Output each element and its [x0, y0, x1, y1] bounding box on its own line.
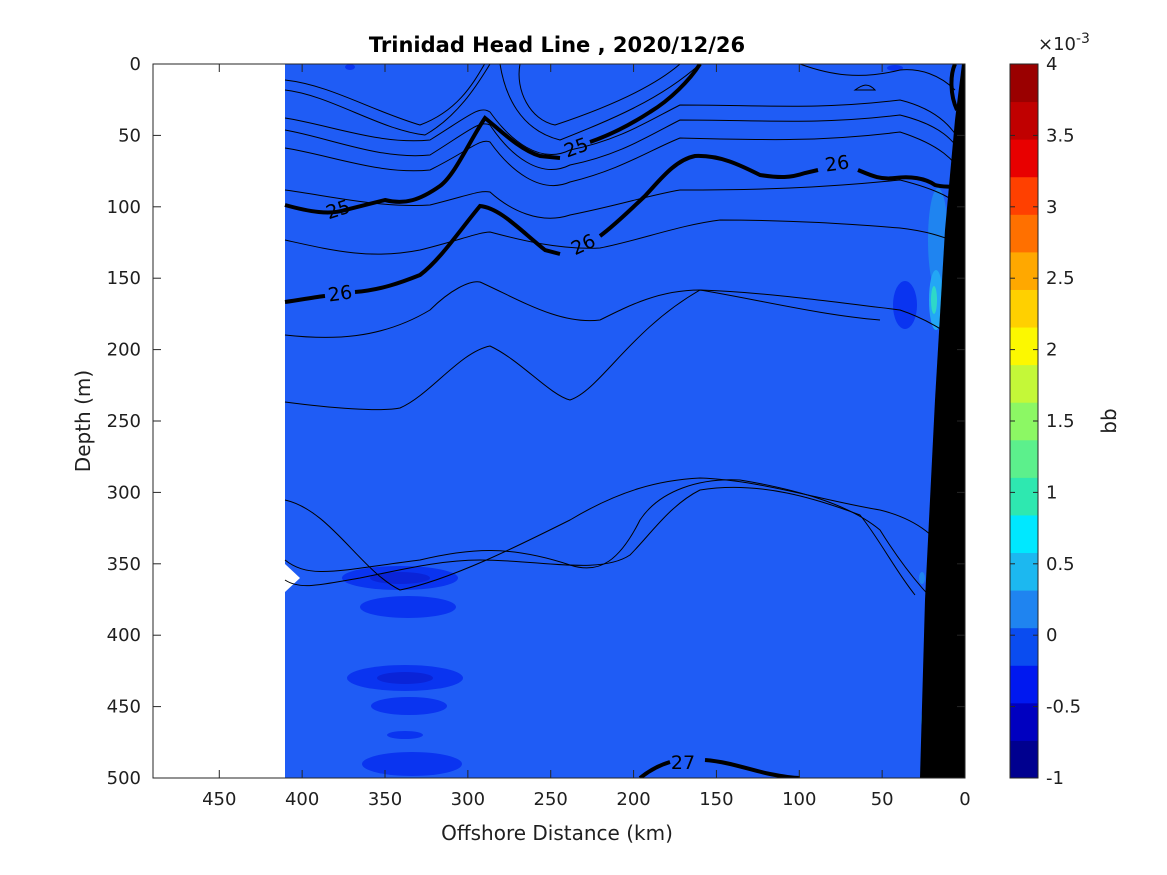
y-tick-label: 0 [130, 54, 141, 75]
bottom-mask [920, 64, 965, 778]
colorbar-tick-label: 3 [1046, 197, 1057, 218]
colorbar-segment [1010, 64, 1038, 103]
contour-26 [284, 153, 965, 304]
data-edge-notch [285, 564, 300, 592]
x-axis-ticks: 450 400 350 300 250 200 150 100 50 0 [202, 64, 971, 810]
colorbar-label: bb [1097, 408, 1121, 433]
colorbar-tick-label: 0 [1046, 625, 1057, 646]
colorbar-tick-label: 4 [1046, 54, 1057, 75]
data-field [285, 64, 965, 778]
colorbar-tick-label: 1 [1046, 482, 1057, 503]
contour-label: 27 [671, 752, 695, 774]
colorbar-segment [1010, 552, 1038, 591]
colorbar-tick-label: -1 [1046, 768, 1064, 789]
colorbar-segment [1010, 364, 1038, 403]
y-axis-label: Depth (m) [71, 370, 95, 472]
colorbar-tick-label: 0.5 [1046, 554, 1075, 575]
x-tick-label: 100 [782, 789, 816, 810]
colorbar-segment [1010, 139, 1038, 178]
colorbar-segment [1010, 627, 1038, 666]
low-value-patches [342, 64, 917, 776]
y-axis-ticks: 0 50 100 150 200 250 300 350 400 450 500 [107, 54, 965, 789]
x-tick-label: 250 [534, 789, 568, 810]
colorbar-tick-label: 1.5 [1046, 411, 1075, 432]
bold-contours [284, 64, 965, 778]
contour-label: 26 [327, 281, 354, 306]
thin-contours [284, 64, 965, 621]
colorbar-segment [1010, 176, 1038, 215]
x-axis-label: Offshore Distance (km) [441, 821, 673, 845]
y-tick-label: 50 [118, 125, 141, 146]
y-tick-label: 300 [107, 482, 141, 503]
colorbar [1009, 63, 1039, 779]
colorbar-ticks: 4 3.5 3 2.5 2 1.5 1 0.5 0 -0.5 -1 [1010, 54, 1081, 789]
colorbar-segment [1010, 327, 1038, 366]
colorbar-tick-label: 2.5 [1046, 268, 1075, 289]
colorbar-segment [1010, 740, 1038, 779]
x-tick-label: 200 [616, 789, 650, 810]
colorbar-exponent: ×10-3 [1038, 31, 1090, 55]
colorbar-segment [1010, 439, 1038, 478]
colorbar-tick-label: -0.5 [1046, 697, 1081, 718]
colorbar-tick-label: 3.5 [1046, 125, 1075, 146]
y-tick-label: 150 [107, 268, 141, 289]
y-tick-label: 250 [107, 411, 141, 432]
y-tick-label: 100 [107, 197, 141, 218]
x-tick-label: 50 [871, 789, 894, 810]
contour-25 [284, 64, 702, 215]
colorbar-segment [1010, 590, 1038, 629]
colorbar-segment [1010, 251, 1038, 290]
colorbar-segment [1010, 214, 1038, 253]
y-tick-label: 350 [107, 554, 141, 575]
colorbar-tick-label: 2 [1046, 340, 1057, 361]
y-tick-label: 500 [107, 768, 141, 789]
x-tick-label: 400 [285, 789, 319, 810]
colorbar-segment [1010, 101, 1038, 140]
chart-title: Trinidad Head Line , 2020/12/26 [369, 33, 745, 57]
colorbar-segment [1010, 665, 1038, 704]
y-tick-label: 200 [107, 340, 141, 361]
x-tick-label: 350 [368, 789, 402, 810]
x-tick-label: 450 [202, 789, 236, 810]
contour-26-coast [949, 64, 959, 111]
contour-27 [638, 758, 801, 778]
x-tick-label: 0 [959, 789, 970, 810]
colorbar-segment [1010, 289, 1038, 328]
colorbar-segment [1010, 514, 1038, 554]
y-tick-label: 400 [107, 625, 141, 646]
plot-area: 25 25 26 26 26 27 [152, 63, 966, 779]
x-tick-label: 150 [699, 789, 733, 810]
y-tick-label: 450 [107, 697, 141, 718]
contour-label: 26 [824, 151, 851, 176]
colorbar-segment [1010, 477, 1038, 516]
x-tick-label: 300 [451, 789, 485, 810]
colorbar-segment [1010, 702, 1038, 741]
